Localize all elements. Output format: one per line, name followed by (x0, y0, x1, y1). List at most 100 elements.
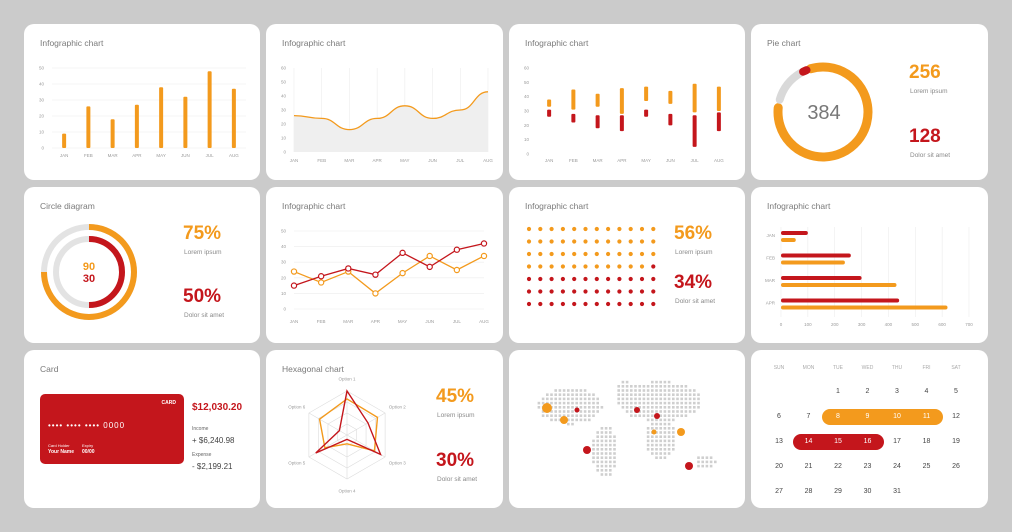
x-tick-label: 600 (938, 322, 946, 327)
calendar-day[interactable]: 1 (836, 388, 840, 395)
map-dot (663, 418, 667, 422)
map-dot (579, 418, 583, 422)
map-dot (596, 443, 599, 447)
calendar-card: SUN MON TUE WED THU FRI SAT 1 2 3 4 5 6 7 8 9 10 11 12 13 14… (751, 350, 988, 508)
calendar-day[interactable]: 9 (865, 413, 870, 420)
map-dot (646, 397, 650, 401)
map-dot (554, 393, 557, 396)
calendar-day[interactable]: 26 (952, 463, 960, 470)
map-dot (663, 397, 667, 401)
calendar-day[interactable]: 13 (775, 438, 783, 445)
map-dot (709, 464, 713, 468)
map-dot (667, 435, 671, 438)
calendar-day[interactable]: 22 (834, 463, 842, 470)
map-dot (575, 389, 578, 392)
bar (110, 119, 115, 148)
calendar-day[interactable]: 8 (836, 413, 840, 420)
dots-label-1: Lorem ipsum (675, 249, 713, 256)
map-dot (680, 410, 683, 413)
calendar-day[interactable]: 7 (806, 413, 811, 420)
dot (538, 239, 543, 244)
card-holder: Your Name (48, 449, 75, 455)
y-tick-label: JAN (766, 233, 775, 238)
calendar-day[interactable]: 20 (775, 463, 783, 470)
calendar-day[interactable]: 4 (924, 388, 929, 395)
calendar-day[interactable]: 23 (863, 463, 872, 470)
map-dot (579, 414, 583, 417)
calendar-day[interactable]: 2 (865, 388, 870, 395)
line-chart-card: Infographic chart 0 10 20 30 40 50 JAN FEB MAR AP… (266, 187, 503, 343)
radar-axis-label: Option 3 (389, 461, 407, 466)
calendar-day[interactable]: 12 (952, 413, 960, 420)
dot (594, 289, 599, 294)
pie-label-2: Dolor sit amet (910, 152, 951, 159)
map-dot (634, 406, 637, 409)
map-dot (630, 385, 633, 388)
map-dot (567, 397, 570, 401)
data-point (372, 290, 379, 297)
calendar-day[interactable]: 29 (834, 488, 842, 495)
calendar-day[interactable]: 11 (922, 413, 931, 420)
map-dot (634, 393, 637, 396)
calendar-day[interactable]: 14 (804, 438, 813, 445)
calendar-day[interactable]: 24 (893, 463, 901, 470)
map-dot (567, 406, 570, 409)
map-dot (709, 456, 713, 459)
calendar-day[interactable]: 10 (893, 413, 901, 420)
hex-label-2: Dolor sit amet (437, 476, 478, 483)
bar (86, 106, 91, 148)
map-dot (604, 435, 608, 438)
map-dot (663, 393, 667, 396)
circle-value-1: 75% (183, 223, 222, 244)
map-dot (600, 439, 604, 443)
calendar-day[interactable]: 5 (954, 388, 958, 395)
map-dot (676, 385, 679, 388)
map-dot (609, 464, 612, 468)
credit-card[interactable]: CARD •••• •••• •••• 0000 Card Holder You… (40, 394, 184, 464)
dot (594, 239, 599, 244)
map-dot (613, 439, 616, 443)
range-bar-chart: 0 10 20 30 40 50 60 JAN FEB MAR APR MAY JUN JUL AUG (524, 66, 724, 164)
map-dot (655, 406, 658, 409)
map-dot (659, 443, 662, 447)
x-tick-label: MAY (641, 158, 650, 163)
calendar-day[interactable]: 6 (777, 413, 781, 420)
map-dot (600, 443, 604, 447)
calendar-day[interactable]: 3 (895, 388, 899, 395)
calendar-day[interactable]: 27 (775, 488, 783, 495)
map-dot (630, 393, 633, 396)
hbar (781, 298, 900, 303)
map-dot (588, 401, 591, 405)
calendar-day[interactable]: 15 (834, 438, 842, 445)
map-dot (630, 406, 633, 409)
map-dot (558, 397, 562, 401)
map-dot (600, 452, 604, 455)
dot (526, 276, 532, 282)
y-tick-label: 20 (524, 123, 530, 128)
map-dot (667, 448, 671, 451)
map-dot (659, 397, 662, 401)
calendar-day[interactable]: 25 (922, 463, 931, 470)
map-dot (680, 414, 683, 417)
map-dot (579, 406, 583, 409)
calendar-day[interactable]: 19 (952, 438, 960, 445)
card-brand: CARD (161, 400, 176, 406)
map-dot (562, 389, 566, 392)
dot (628, 264, 633, 269)
x-tick-label: JUN (181, 153, 190, 158)
map-dot (646, 393, 650, 396)
calendar-day[interactable]: 17 (893, 438, 901, 445)
map-dot (562, 410, 566, 413)
dot (560, 276, 565, 282)
calendar-day[interactable]: 28 (804, 488, 813, 495)
map-dot (621, 380, 625, 384)
map-dot (609, 427, 612, 430)
calendar-day[interactable]: 30 (863, 488, 872, 495)
calendar-day[interactable]: 18 (922, 438, 931, 445)
calendar-day[interactable]: 21 (804, 463, 813, 470)
map-dot (688, 397, 692, 401)
map-dot (655, 435, 658, 438)
dot (538, 276, 543, 282)
calendar-day[interactable]: 16 (863, 438, 872, 445)
calendar-day[interactable]: 31 (893, 488, 901, 495)
